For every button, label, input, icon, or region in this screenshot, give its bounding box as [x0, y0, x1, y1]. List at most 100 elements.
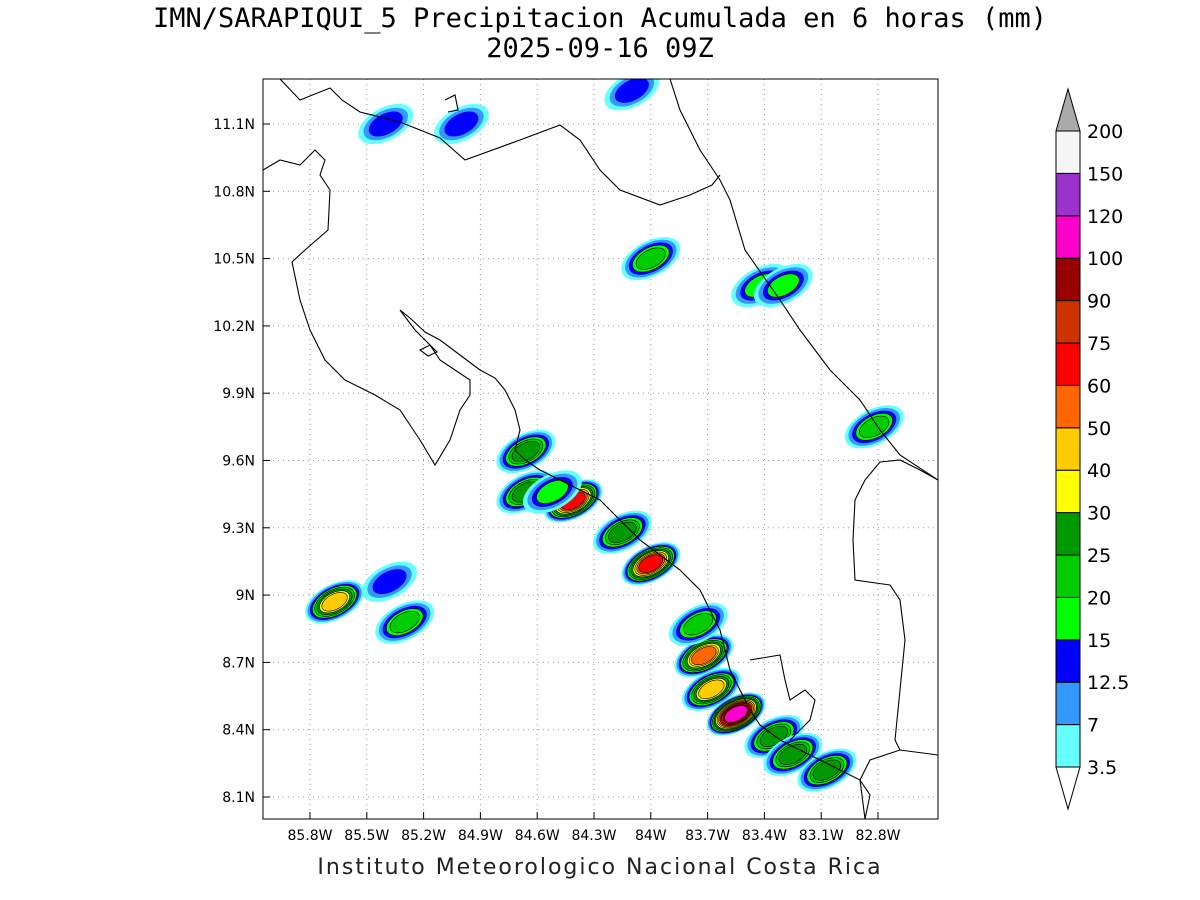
- y-tick-label: 11.1N: [213, 117, 255, 133]
- colorbar-box: [1055, 342, 1081, 386]
- colorbar-top-arrow: [1055, 87, 1081, 132]
- y-tick-label: 9.6N: [222, 454, 255, 470]
- precip-cell: [621, 236, 681, 281]
- colorbar-box: [1055, 724, 1081, 768]
- precip-contour: [511, 441, 541, 463]
- y-tick-label: 8.4N: [222, 723, 255, 739]
- colorbar-label: 150: [1087, 163, 1123, 185]
- x-tick-label: 84W: [635, 828, 667, 844]
- y-tick-label: 10.5N: [213, 252, 255, 268]
- colorbar-bottom-arrow: [1055, 766, 1081, 811]
- y-tick-label: 8.1N: [222, 790, 255, 806]
- precip-cell: [496, 429, 556, 474]
- precip-cell: [681, 667, 741, 711]
- precip-cell: [604, 79, 660, 111]
- x-tick-label: 85.8W: [287, 828, 332, 844]
- precip-cell: [753, 263, 813, 308]
- colorbar-box: [1055, 427, 1081, 471]
- precip-cell: [305, 580, 365, 624]
- precip-cell: [434, 103, 489, 145]
- chart-title-line1: IMN/SARAPIQUI_5 Precipitacion Acumulada …: [152, 3, 1048, 34]
- precip-cell: [621, 542, 681, 586]
- precip-contour: [683, 613, 714, 636]
- panama-interior-border: [852, 459, 938, 751]
- grid-lines: [263, 79, 938, 819]
- precip-contour: [635, 247, 666, 270]
- nicoya-gulf-coast: [399, 309, 871, 819]
- precip-contour: [444, 111, 479, 137]
- y-tick-label: 9N: [236, 588, 255, 604]
- colorbar-label: 200: [1087, 121, 1123, 143]
- x-tick-label: 84.3W: [571, 828, 616, 844]
- precip-contour: [608, 521, 637, 543]
- colorbar-label: 50: [1087, 418, 1111, 440]
- x-tick-label: 82.8W: [855, 828, 900, 844]
- y-tick-label: 10.8N: [213, 184, 255, 200]
- colorbar-box: [1055, 130, 1081, 174]
- colorbar-label: 7: [1087, 715, 1099, 737]
- colorbar-label: 20: [1087, 587, 1111, 609]
- colorbar-label: 75: [1087, 333, 1111, 355]
- panama-border: [859, 749, 938, 819]
- nicoya-island: [418, 344, 438, 357]
- precip-cell: [375, 600, 435, 644]
- colorbar-box: [1055, 512, 1081, 556]
- axis-ticks: 85.8W 85.5W 85.2W 84.9W 84.6W 84.3W 84W 83.7W 83…: [213, 117, 900, 844]
- precip-contour: [638, 554, 664, 573]
- x-tick-label: 84.6W: [515, 828, 560, 844]
- colorbar-label: 15: [1087, 630, 1111, 652]
- precip-contour: [321, 592, 348, 612]
- y-tick-label: 9.3N: [222, 521, 255, 537]
- precip-cell: [592, 510, 652, 554]
- map-frame: [262, 78, 939, 820]
- precipitation-cells: [305, 79, 904, 792]
- precip-contour: [389, 610, 420, 634]
- precip-contour: [372, 569, 407, 595]
- precip-cell: [668, 602, 728, 646]
- colorbar-label: 40: [1087, 460, 1111, 482]
- footer-credit: Instituto Meteorologico Nacional Costa R…: [317, 855, 883, 880]
- colorbar-label: 100: [1087, 248, 1123, 270]
- precip-contour: [724, 705, 748, 723]
- precip-contour: [812, 759, 842, 781]
- colorbar-label: 3.5: [1087, 757, 1117, 779]
- chart-title-line2: 2025-09-16 09Z: [486, 33, 714, 64]
- colorbar-label: 30: [1087, 503, 1111, 525]
- colorbar-box: [1055, 639, 1081, 683]
- x-tick-label: 85.2W: [401, 828, 446, 844]
- colorbar-label: 25: [1087, 545, 1111, 567]
- colorbar-box: [1055, 596, 1081, 641]
- x-tick-label: 85.5W: [344, 828, 389, 844]
- precip-contour: [691, 646, 717, 666]
- precip-cell: [358, 103, 414, 145]
- x-tick-label: 83.4W: [742, 828, 787, 844]
- colorbar-box: [1055, 469, 1081, 514]
- precip-contour: [767, 273, 800, 298]
- nicaragua-border: [444, 94, 459, 113]
- colorbar-box: [1055, 384, 1081, 429]
- colorbar-label: 60: [1087, 375, 1111, 397]
- coastline: [263, 79, 938, 819]
- colorbar-label: 90: [1087, 291, 1111, 313]
- precip-contour: [368, 111, 403, 137]
- y-tick-label: 10.2N: [213, 319, 255, 335]
- colorbar-box: [1055, 681, 1081, 726]
- precip-contour: [698, 679, 725, 699]
- golfo-dulce-coast: [749, 654, 816, 741]
- colorbar-box: [1055, 554, 1081, 598]
- x-tick-label: 84.9W: [458, 828, 503, 844]
- colorbar-box: [1055, 300, 1081, 344]
- colorbar-box: [1055, 257, 1081, 302]
- precip-cell: [674, 634, 734, 678]
- colorbar-box: [1055, 172, 1081, 217]
- y-tick-label: 8.7N: [222, 655, 255, 671]
- x-tick-label: 83.1W: [799, 828, 844, 844]
- colorbar-label: 120: [1087, 206, 1123, 228]
- lake-nicaragua-shore: [279, 79, 721, 206]
- map-background: [263, 79, 938, 819]
- colorbar-label: 12.5: [1087, 672, 1129, 694]
- pacific-coast-north: [263, 149, 471, 467]
- caribbean-coast-north: [669, 79, 938, 481]
